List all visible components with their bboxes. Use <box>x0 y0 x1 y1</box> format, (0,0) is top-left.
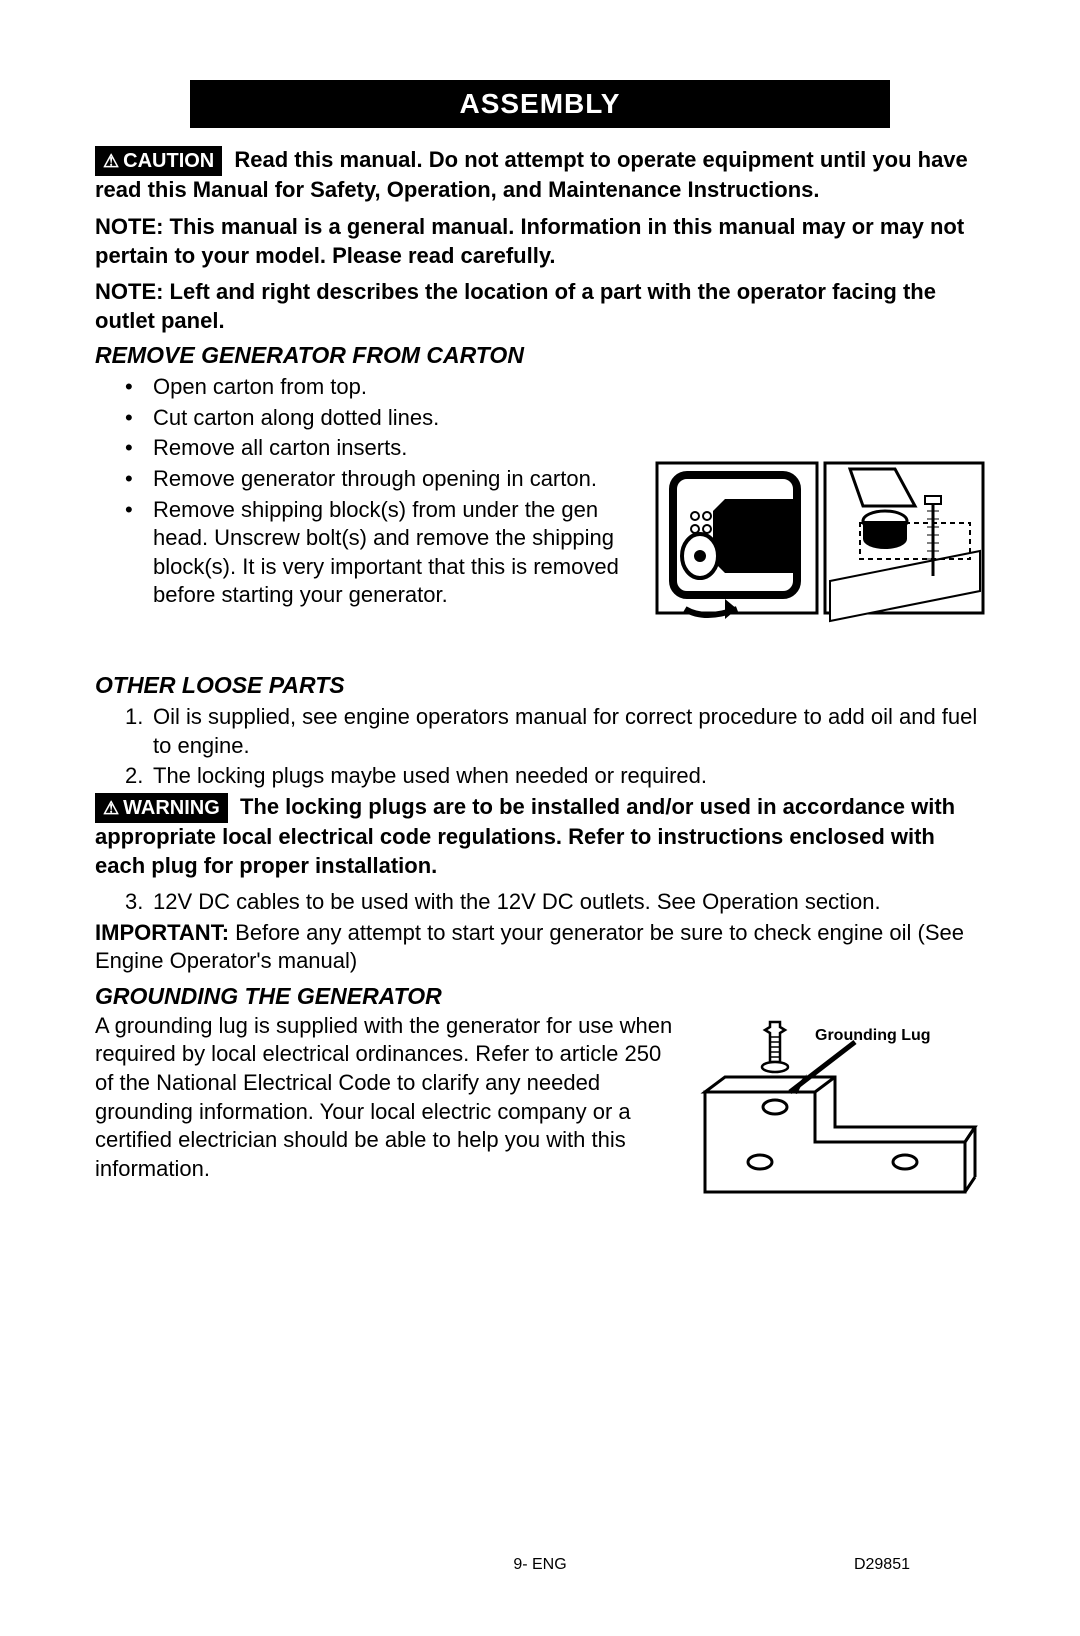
bullet-item: Remove all carton inserts. <box>125 434 655 463</box>
note-2: NOTE: Left and right describes the locat… <box>95 278 985 335</box>
bullet-item: Remove shipping block(s) from under the … <box>125 496 655 610</box>
loose-list: 1.Oil is supplied, see engine operators … <box>95 703 985 791</box>
loose-list-2: 3.12V DC cables to be used with the 12V … <box>95 888 985 917</box>
note-1: NOTE: This manual is a general manual. I… <box>95 213 985 270</box>
list-text: 12V DC cables to be used with the 12V DC… <box>153 889 881 914</box>
grounding-text: A grounding lug is supplied with the gen… <box>95 1012 685 1212</box>
page-number: 9- ENG <box>0 1555 1080 1576</box>
bullet-item: Remove generator through opening in cart… <box>125 465 655 494</box>
list-item: 2.The locking plugs maybe used when need… <box>125 762 985 791</box>
section-remove-title: REMOVE GENERATOR FROM CARTON <box>95 341 985 371</box>
remove-bullets: Open carton from top. Cut carton along d… <box>95 373 655 610</box>
grounding-diagram: Grounding Lug <box>685 1012 985 1212</box>
footer: 9- ENG D29851 <box>0 1555 1080 1576</box>
generator-diagram <box>655 461 985 631</box>
bullet-item: Cut carton along dotted lines. <box>125 404 655 433</box>
caution-paragraph: CAUTION Read this manual. Do not attempt… <box>95 146 985 205</box>
bullet-item: Open carton from top. <box>125 373 655 402</box>
warning-label: WARNING <box>95 793 228 823</box>
important-label: IMPORTANT: <box>95 920 229 945</box>
list-item: 1.Oil is supplied, see engine operators … <box>125 703 985 760</box>
list-text: Oil is supplied, see engine operators ma… <box>153 704 977 758</box>
list-item: 3.12V DC cables to be used with the 12V … <box>125 888 985 917</box>
section-grounding-title: GROUNDING THE GENERATOR <box>95 982 985 1012</box>
section-loose-title: OTHER LOOSE PARTS <box>95 671 985 701</box>
list-text: The locking plugs maybe used when needed… <box>153 763 707 788</box>
grounding-lug-label: Grounding Lug <box>815 1027 931 1044</box>
caution-label: CAUTION <box>95 146 222 176</box>
grounding-row: A grounding lug is supplied with the gen… <box>95 1012 985 1212</box>
assembly-banner: ASSEMBLY <box>190 80 890 128</box>
doc-number: D29851 <box>854 1555 910 1576</box>
caution-text: Read this manual. Do not attempt to oper… <box>95 147 968 202</box>
important-paragraph: IMPORTANT: Before any attempt to start y… <box>95 919 985 976</box>
warning-paragraph: WARNING The locking plugs are to be inst… <box>95 793 985 880</box>
remove-row: Open carton from top. Cut carton along d… <box>95 371 985 631</box>
